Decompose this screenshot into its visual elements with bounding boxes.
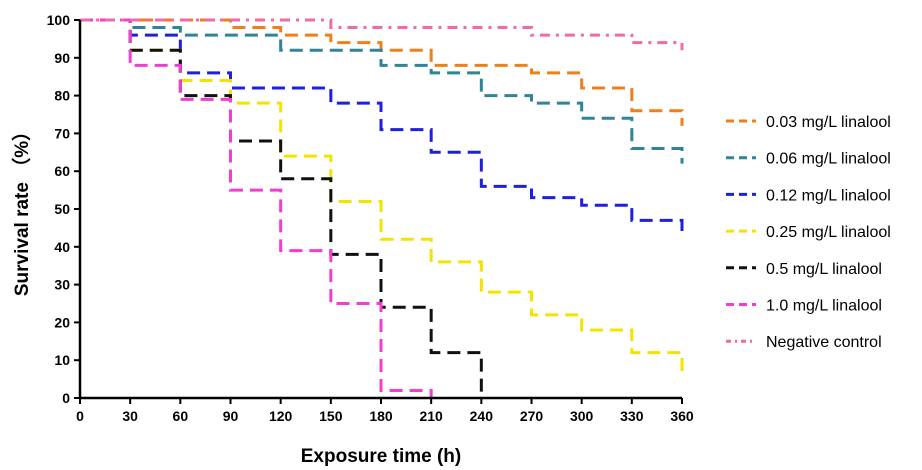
y-tick-label: 60 <box>54 163 70 179</box>
x-tick-label: 180 <box>369 408 393 424</box>
x-tick-label: 120 <box>269 408 293 424</box>
y-tick-label: 40 <box>54 239 70 255</box>
x-tick-label: 330 <box>620 408 644 424</box>
x-tick-label: 210 <box>419 408 443 424</box>
plot-series <box>80 18 684 398</box>
y-tick-label: 20 <box>54 314 70 330</box>
y-tick-label: 0 <box>62 390 70 406</box>
x-tick-label: 90 <box>223 408 239 424</box>
legend-label: 0.03 mg/L linalool <box>766 114 891 131</box>
legend: 0.03 mg/L linalool 0.06 mg/L linalool 0.12… <box>726 114 891 351</box>
series-line-6 <box>80 18 433 398</box>
y-axis-title: Survival rate （%） <box>10 122 33 296</box>
x-tick-label: 270 <box>520 408 544 424</box>
series-line-2 <box>80 18 684 164</box>
legend-label: 1.0 mg/L linalool <box>766 298 882 315</box>
x-axis-title: Exposure time (h) <box>301 446 461 467</box>
y-tick-label: 70 <box>54 125 70 141</box>
y-tick-label: 50 <box>54 201 70 217</box>
series-line-1 <box>80 18 684 126</box>
legend-label: 0.5 mg/L linalool <box>766 261 882 278</box>
x-tick-label: 240 <box>470 408 494 424</box>
y-tick-label: 100 <box>47 12 71 28</box>
y-tick-label: 10 <box>54 352 70 368</box>
y-tick-label: 90 <box>54 50 70 66</box>
ticks: 0 30 60 90 120 150 180 210 240 270 300 330 360 0 10 20 3… <box>47 12 694 424</box>
series-line-7 <box>80 18 684 51</box>
series-line-4 <box>80 18 684 372</box>
y-tick-label: 80 <box>54 88 70 104</box>
legend-label: 0.12 mg/L linalool <box>766 187 891 204</box>
y-tick-label: 30 <box>54 277 70 293</box>
x-tick-label: 150 <box>319 408 343 424</box>
legend-label: Negative control <box>766 334 882 351</box>
legend-label: 0.06 mg/L linalool <box>766 151 891 168</box>
x-tick-label: 360 <box>670 408 694 424</box>
legend-label: 0.25 mg/L linalool <box>766 224 891 241</box>
x-tick-label: 60 <box>173 408 189 424</box>
x-tick-label: 300 <box>570 408 594 424</box>
x-tick-label: 0 <box>76 408 84 424</box>
x-tick-label: 30 <box>122 408 138 424</box>
